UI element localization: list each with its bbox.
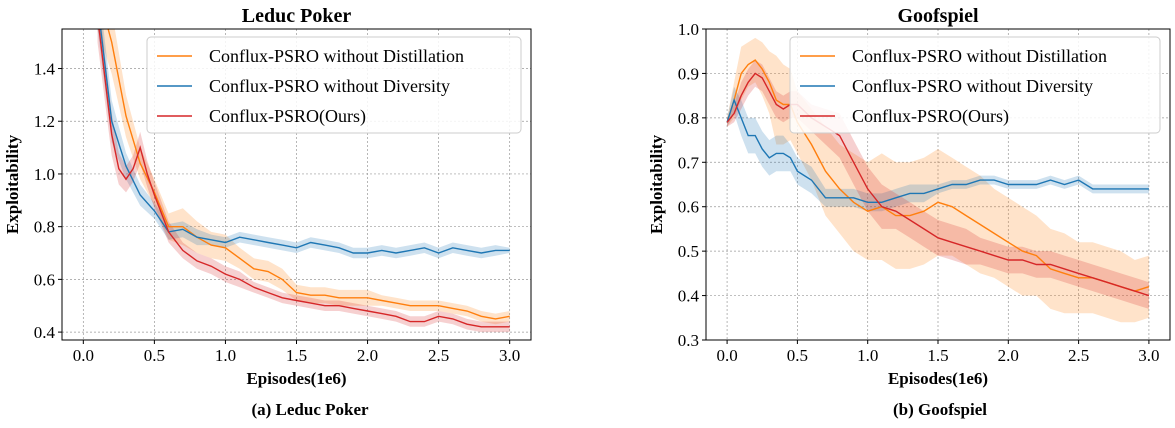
legend: Conflux-PSRO without Distillation Conflux… — [146, 36, 522, 134]
x-axis-label: Episodes(1e6) — [888, 369, 988, 388]
series-line-1 — [99, 29, 510, 254]
legend-label: Conflux-PSRO without Distillation — [209, 46, 464, 66]
legend: Conflux-PSRO without Distillation Conflux… — [789, 36, 1161, 134]
y-tick-label: 0.9 — [678, 64, 699, 83]
series-band-2 — [97, 29, 510, 333]
y-tick-label: 0.8 — [678, 109, 699, 128]
legend-box — [789, 36, 1161, 134]
x-tick-label: 2.0 — [357, 346, 378, 365]
y-tick-label: 0.7 — [678, 153, 700, 172]
x-tick-label: 2.5 — [1068, 346, 1089, 365]
legend-label: Conflux-PSRO(Ours) — [852, 106, 1009, 127]
y-tick-label: 1.0 — [678, 20, 699, 39]
legend-box — [146, 36, 522, 134]
series-line-2 — [98, 29, 510, 328]
series-band-1 — [727, 86, 1149, 212]
x-tick-label: 1.0 — [857, 346, 878, 365]
x-tick-label: 0.5 — [787, 346, 808, 365]
series-line-2 — [726, 72, 1150, 297]
y-tick-label: 0.4 — [34, 323, 56, 342]
y-tick-label: 1.0 — [34, 165, 55, 184]
series-band-0 — [97, 29, 510, 325]
y-tick-label: 0.3 — [678, 331, 699, 350]
series-line-1 — [726, 98, 1149, 204]
x-tick-label: 1.5 — [286, 346, 307, 365]
caption-b: (b) Goofspiel — [893, 400, 987, 419]
y-tick-label: 1.4 — [34, 60, 56, 79]
legend-label: Conflux-PSRO without Diversity — [852, 76, 1093, 96]
chart-title: Goofspiel — [897, 5, 979, 27]
x-tick-label: 2.5 — [428, 346, 449, 365]
legend-label: Conflux-PSRO without Diversity — [209, 76, 450, 96]
series-line-0 — [107, 29, 510, 320]
x-tick-label: 0.0 — [73, 346, 94, 365]
x-tick-label: 2.0 — [998, 346, 1019, 365]
x-tick-label: 3.0 — [1138, 346, 1159, 365]
y-axis-label: Exploitability — [3, 134, 22, 234]
chart-leduc-poker: 0.0 0.5 1.0 1.5 2.0 2.5 3.0 0.4 0.6 0.8 1.0 1.2 1.4 L… — [3, 5, 532, 388]
x-tick-label: 0.5 — [144, 346, 165, 365]
legend-label: Conflux-PSRO without Distillation — [852, 46, 1107, 66]
y-tick-label: 1.2 — [34, 112, 55, 131]
figure-svg: 0.0 0.5 1.0 1.5 2.0 2.5 3.0 0.4 0.6 0.8 1.0 1.2 1.4 L… — [3, 5, 1171, 388]
legend-label: Conflux-PSRO(Ours) — [209, 106, 366, 127]
plot-area — [97, 29, 510, 333]
y-tick-label: 0.5 — [678, 242, 699, 261]
y-tick-label: 0.6 — [34, 270, 55, 289]
x-tick-label: 0.0 — [716, 346, 737, 365]
y-tick-label: 0.6 — [678, 198, 699, 217]
chart-title: Leduc Poker — [242, 5, 352, 27]
series-band-0 — [727, 37, 1149, 323]
x-tick-label: 1.5 — [927, 346, 948, 365]
x-tick-label: 3.0 — [499, 346, 520, 365]
x-axis-label: Episodes(1e6) — [246, 369, 346, 388]
y-axis-label: Exploitability — [647, 134, 666, 234]
y-tick-label: 0.4 — [678, 287, 700, 306]
chart-goofspiel: 0.0 0.5 1.0 1.5 2.0 2.5 3.0 0.3 0.4 0.5 0.6 0.7 0.8 0… — [647, 5, 1171, 388]
caption-a: (a) Leduc Poker — [251, 400, 369, 419]
x-tick-label: 1.0 — [215, 346, 236, 365]
y-tick-label: 0.8 — [34, 218, 55, 237]
